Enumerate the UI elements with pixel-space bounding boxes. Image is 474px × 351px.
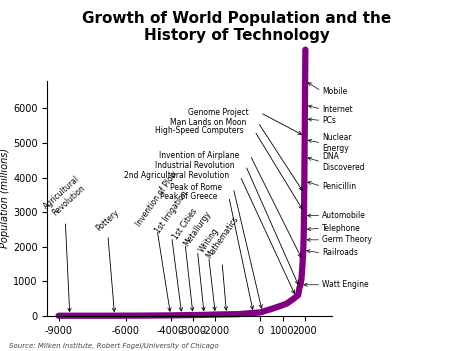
Text: 1st Cities: 1st Cities (171, 207, 199, 241)
Text: Germ Theory: Germ Theory (322, 235, 372, 244)
Text: Writing: Writing (197, 226, 220, 254)
Text: DNA
Discovered: DNA Discovered (322, 152, 365, 172)
Text: Genome Project: Genome Project (188, 108, 249, 117)
Text: Invention of Airplane: Invention of Airplane (159, 151, 239, 160)
Text: Growth of World Population and the
History of Technology: Growth of World Population and the Histo… (82, 11, 392, 43)
Text: Peak of Rome: Peak of Rome (170, 184, 222, 192)
Text: Industrial Revolution: Industrial Revolution (155, 161, 234, 170)
Text: Watt Engine: Watt Engine (322, 280, 369, 289)
Text: High-Speed Computers: High-Speed Computers (155, 126, 243, 135)
Text: Mobile: Mobile (322, 87, 347, 95)
Text: 1st Irrigation: 1st Irrigation (154, 189, 190, 234)
Text: Internet: Internet (322, 105, 353, 114)
Text: PCs: PCs (322, 116, 336, 125)
Text: Source: Milken Institute, Robert Fogel/University of Chicago: Source: Milken Institute, Robert Fogel/U… (9, 343, 219, 349)
Y-axis label: Population (millions): Population (millions) (0, 148, 10, 249)
Text: Metallurgy: Metallurgy (182, 210, 213, 249)
Text: Peak of Greece: Peak of Greece (160, 192, 218, 201)
Text: Penicillin: Penicillin (322, 182, 356, 191)
Text: Invention of Plow: Invention of Plow (135, 168, 180, 228)
Text: Agricultural
Revolution: Agricultural Revolution (42, 174, 89, 219)
Text: 2nd Agricultural Revolution: 2nd Agricultural Revolution (124, 171, 229, 180)
Text: Telephone: Telephone (322, 224, 361, 233)
Text: Automobile: Automobile (322, 211, 366, 220)
Text: Nuclear
Energy: Nuclear Energy (322, 133, 352, 153)
Text: Man Lands on Moon: Man Lands on Moon (170, 118, 246, 127)
Text: Pottery: Pottery (95, 208, 121, 233)
Text: Railroads: Railroads (322, 249, 358, 257)
Text: Mathematics: Mathematics (204, 214, 240, 260)
